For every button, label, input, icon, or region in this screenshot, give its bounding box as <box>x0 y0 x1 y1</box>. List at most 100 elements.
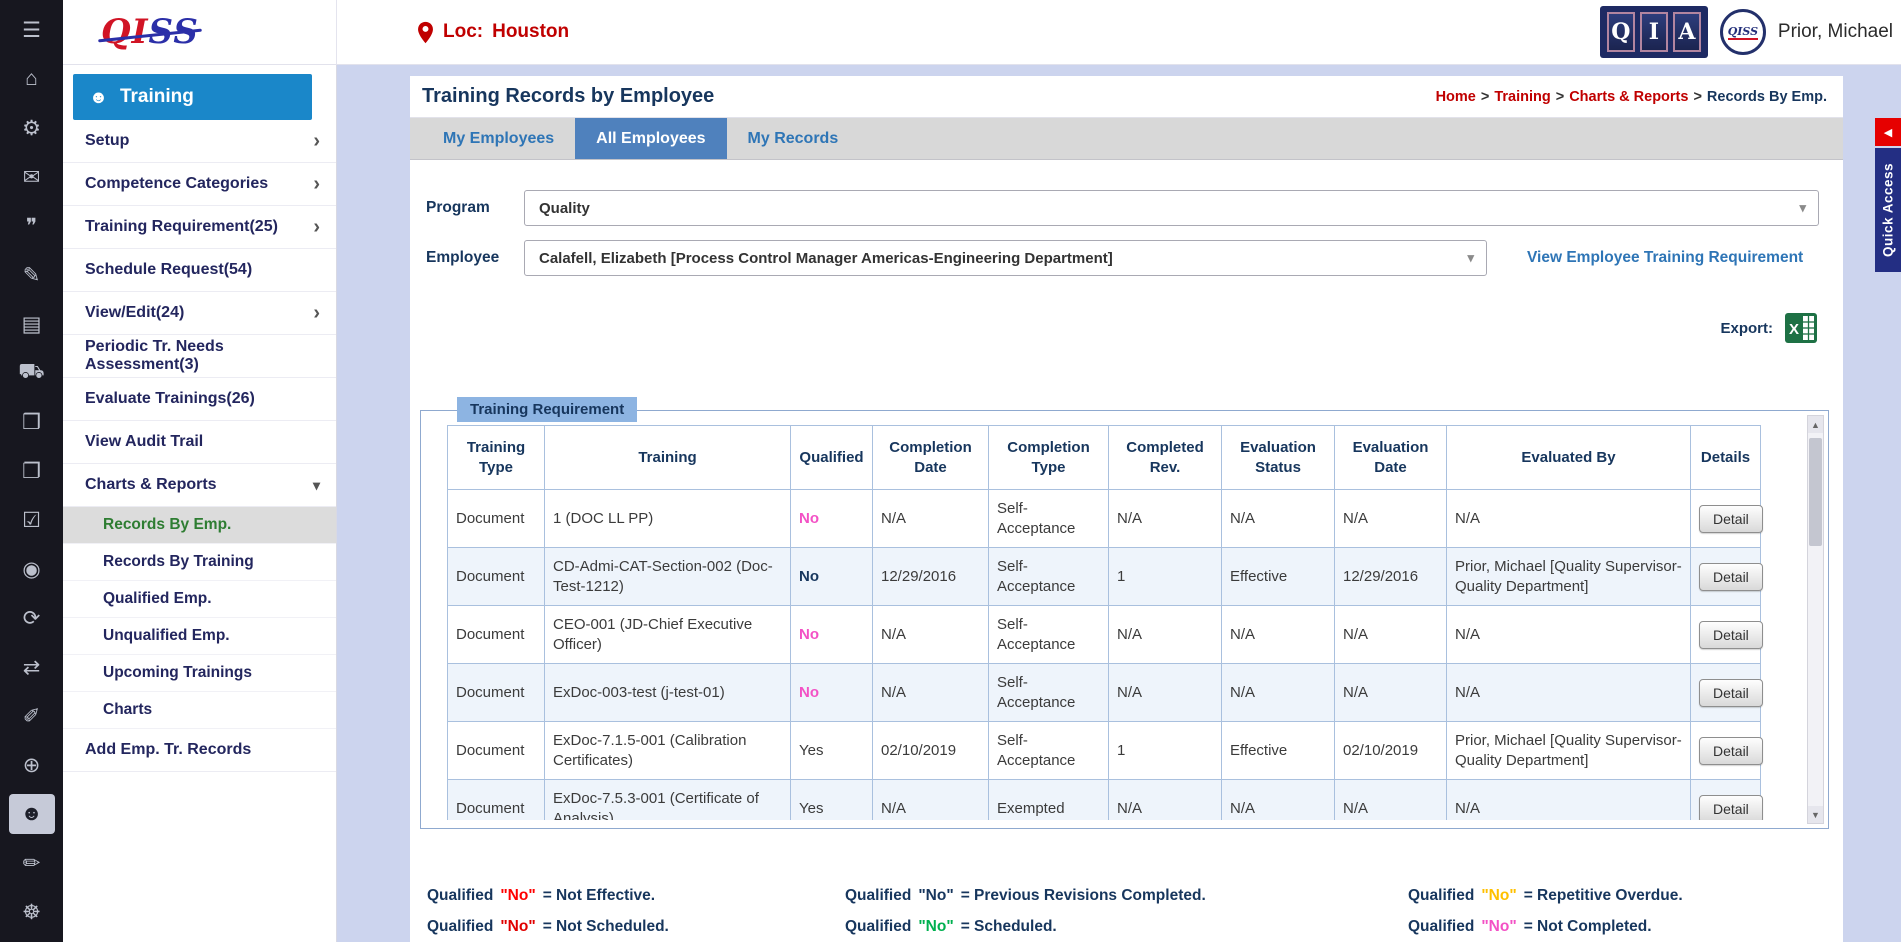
transfer-arrows-icon[interactable]: ⇄ <box>22 655 41 679</box>
pen-icon[interactable]: ✐ <box>22 704 41 728</box>
sidebar-item-records-by-emp[interactable]: Records By Emp. <box>63 507 336 544</box>
col-evaluated-by: Evaluated By <box>1446 425 1691 490</box>
sidebar-item-charts[interactable]: Charts <box>63 692 336 729</box>
quick-access-collapse-icon[interactable]: ◀ <box>1875 118 1901 146</box>
apps-wheel-icon[interactable]: ☸ <box>22 900 41 924</box>
sidebar-item-training-requirement[interactable]: Training Requirement(25) › <box>63 206 336 249</box>
mail-envelope-icon[interactable]: ✉ <box>22 165 41 189</box>
tab-bar: My Employees All Employees My Records <box>410 118 1843 160</box>
documents-copy-icon[interactable]: ❐ <box>22 459 41 483</box>
table-row: Document ExDoc-7.5.3-001 (Certificate of… <box>447 779 1763 820</box>
sidebar-item-label: Schedule Request(54) <box>85 261 253 278</box>
settings-gear-icon[interactable]: ⚙ <box>22 116 41 140</box>
excel-export-icon[interactable]: X <box>1785 313 1817 343</box>
video-camera-icon[interactable]: ◉ <box>22 557 41 581</box>
people-group-icon[interactable]: ☻ <box>8 794 55 834</box>
sidebar-item-label: Records By Training <box>103 553 254 570</box>
employee-label: Employee <box>426 249 500 266</box>
folder-icon[interactable]: ❒ <box>22 410 41 434</box>
sidebar-item-label: Records By Emp. <box>103 516 232 533</box>
form-list-icon[interactable]: ▤ <box>21 312 42 336</box>
card-header: Training Records by Employee Home > Traini… <box>410 76 1843 118</box>
tasks-checklist-icon[interactable]: ☑ <box>22 508 41 532</box>
sidebar-item-view-edit[interactable]: View/Edit(24) › <box>63 292 336 335</box>
sidebar-item-periodic-tr-needs-assessment[interactable]: Periodic Tr. Needs Assessment(3) <box>63 335 336 378</box>
table-cell: Self-Acceptance <box>988 547 1109 606</box>
table-cell: Detail <box>1690 779 1763 820</box>
detail-button[interactable]: Detail <box>1699 562 1763 591</box>
sidebar-item-training[interactable]: ☻ Training <box>73 74 312 120</box>
sync-arrows-icon[interactable]: ⟳ <box>22 606 41 630</box>
users-icon: ☻ <box>89 86 108 107</box>
table-cell: Self-Acceptance <box>988 663 1109 722</box>
legend-meaning: = Not Scheduled. <box>542 918 669 935</box>
scroll-up-button[interactable]: ▲ <box>1808 416 1823 433</box>
program-select[interactable]: Quality ▾ <box>524 190 1819 226</box>
legend-label: Qualified <box>845 887 912 904</box>
sidebar-item-qualified-emp[interactable]: Qualified Emp. <box>63 581 336 618</box>
notes-pencil-icon[interactable]: ✎ <box>22 263 41 287</box>
detail-button[interactable]: Detail <box>1699 678 1763 707</box>
sidebar: ☻ Training Setup › Competence Categories ›… <box>63 65 337 942</box>
sidebar-item-view-audit-trail[interactable]: View Audit Trail <box>63 421 336 464</box>
detail-button[interactable]: Detail <box>1699 736 1763 765</box>
tab-all-employees[interactable]: All Employees <box>575 118 727 159</box>
globe-icon[interactable]: ⊕ <box>22 753 41 777</box>
sidebar-item-add-emp-tr-records[interactable]: Add Emp. Tr. Records <box>63 729 336 772</box>
table-cell: 1 <box>1108 721 1222 780</box>
truck-shipping-icon[interactable]: ⛟ <box>18 360 45 383</box>
legend-repetitive-overdue: Qualified "No" = Repetitive Overdue. <box>1408 887 1833 905</box>
col-training: Training <box>544 425 791 490</box>
employee-row: Employee Calafell, Elizabeth [Process Co… <box>426 240 1819 276</box>
tab-my-records[interactable]: My Records <box>747 129 839 147</box>
breadcrumb-training[interactable]: Training <box>1494 88 1551 105</box>
table-cell: Detail <box>1690 547 1763 606</box>
table-cell: Detail <box>1690 721 1763 780</box>
tab-my-employees[interactable]: My Employees <box>443 129 555 147</box>
sidebar-item-schedule-request[interactable]: Schedule Request(54) <box>63 249 336 292</box>
table-cell: N/A <box>1108 779 1222 820</box>
compose-edit-icon[interactable]: ✏ <box>22 851 41 875</box>
table-cell: Exempted <box>988 779 1109 820</box>
sidebar-item-charts-reports[interactable]: Charts & Reports ▾ <box>63 464 336 507</box>
training-records-table: Training Type Training Qualified Complet… <box>447 425 1763 820</box>
detail-button[interactable]: Detail <box>1699 504 1763 533</box>
table-scrollbar: ▲ ▼ <box>1807 415 1824 824</box>
table-cell: N/A <box>872 489 989 548</box>
table-cell: N/A <box>1334 605 1447 664</box>
sidebar-item-setup[interactable]: Setup › <box>63 120 336 163</box>
hamburger-menu-icon[interactable]: ☰ <box>22 18 41 42</box>
qiss-logo-part1: QI <box>101 12 149 52</box>
chat-bubble-icon[interactable]: ❞ <box>25 214 38 238</box>
table-cell: N/A <box>1446 605 1691 664</box>
user-avatar[interactable]: QISS <box>1719 9 1766 55</box>
detail-button[interactable]: Detail <box>1699 620 1763 649</box>
table-cell: N/A <box>1446 663 1691 722</box>
program-label: Program <box>426 199 490 216</box>
quick-access-tab[interactable]: Quick Access <box>1875 148 1901 272</box>
sidebar-item-unqualified-emp[interactable]: Unqualified Emp. <box>63 618 336 655</box>
table-cell: 1 (DOC LL PP) <box>544 489 791 548</box>
legend-value: "No" <box>1481 918 1517 935</box>
employee-select[interactable]: Calafell, Elizabeth [Process Control Man… <box>524 240 1487 276</box>
sidebar-item-records-by-training[interactable]: Records By Training <box>63 544 336 581</box>
scroll-down-button[interactable]: ▼ <box>1808 806 1823 823</box>
table-row: Document CEO-001 (JD-Chief Executive Off… <box>447 605 1763 664</box>
user-name[interactable]: Prior, Michael <box>1777 21 1893 42</box>
home-icon[interactable]: ⌂ <box>25 67 38 90</box>
sidebar-item-label: Charts & Reports <box>85 476 217 493</box>
sidebar-item-competence-categories[interactable]: Competence Categories › <box>63 163 336 206</box>
table-cell: 02/10/2019 <box>1334 721 1447 780</box>
detail-button[interactable]: Detail <box>1699 794 1763 820</box>
scroll-thumb[interactable] <box>1809 438 1822 546</box>
legend-label: Qualified <box>427 887 494 904</box>
col-qualified: Qualified <box>790 425 873 490</box>
table-cell: Document <box>447 779 545 820</box>
breadcrumb-home[interactable]: Home <box>1435 88 1476 105</box>
view-employee-training-requirement-link[interactable]: View Employee Training Requirement <box>1527 249 1804 266</box>
sidebar-item-evaluate-trainings[interactable]: Evaluate Trainings(26) <box>63 378 336 421</box>
sidebar-item-upcoming-trainings[interactable]: Upcoming Trainings <box>63 655 336 692</box>
legend-label: Qualified <box>1408 887 1475 904</box>
breadcrumb-charts-reports[interactable]: Charts & Reports <box>1569 88 1689 105</box>
qualified-value: Yes <box>799 741 824 759</box>
